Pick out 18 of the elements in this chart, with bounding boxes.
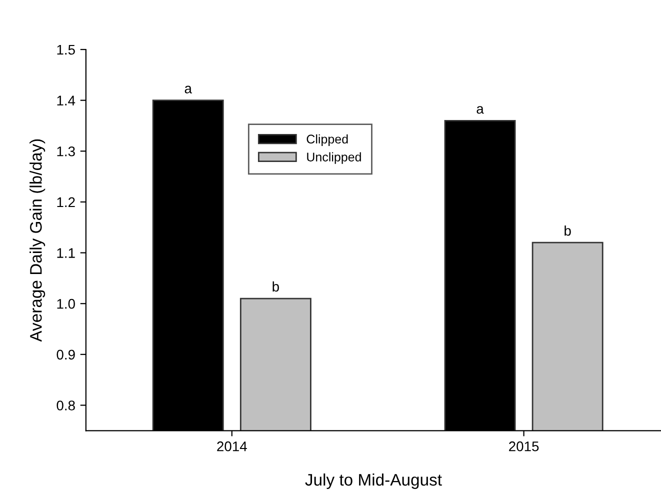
y-tick-label: 1.3 bbox=[57, 146, 75, 156]
annotation: b bbox=[564, 226, 571, 236]
legend-label: Clipped bbox=[306, 134, 348, 146]
x-axis-title: July to Mid-August bbox=[305, 473, 442, 489]
y-tick-label: 0.8 bbox=[56, 400, 75, 410]
y-tick-label: 1.2 bbox=[57, 197, 75, 207]
x-tick-label: 2015 bbox=[509, 441, 539, 452]
y-tick-label: 1.1 bbox=[57, 248, 75, 258]
y-tick-label: 1.0 bbox=[57, 298, 75, 309]
y-tick-label: 0.9 bbox=[56, 350, 75, 360]
y-axis-title: Average Daily Gain (lb/day) bbox=[30, 139, 46, 342]
legend-label: Unclipped bbox=[307, 152, 361, 164]
annotation: a bbox=[184, 86, 192, 94]
x-tick-label: 2014 bbox=[217, 441, 247, 452]
y-tick-label: 1.4 bbox=[57, 96, 76, 106]
annotation: b bbox=[272, 281, 279, 292]
annotation: a bbox=[476, 106, 484, 114]
y-tick-label: 1.5 bbox=[57, 44, 75, 55]
